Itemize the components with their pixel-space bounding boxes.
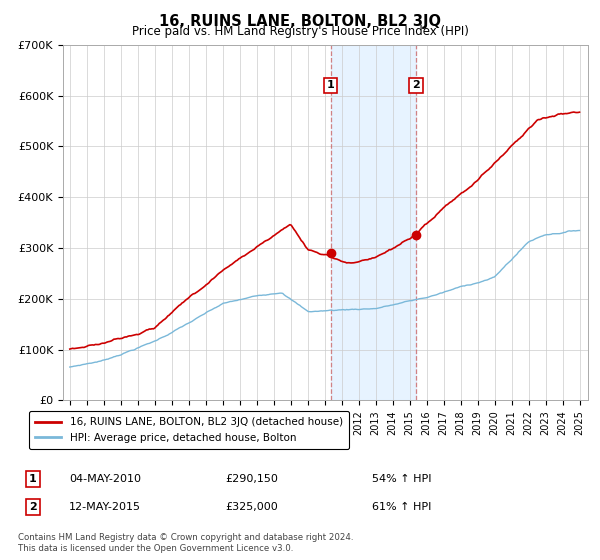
Bar [331, 45, 416, 400]
Text: 54% ↑ HPI: 54% ↑ HPI [372, 474, 432, 484]
Text: 12-MAY-2015: 12-MAY-2015 [69, 502, 141, 512]
Text: 1: 1 [29, 474, 37, 484]
Text: 2: 2 [412, 81, 420, 91]
Text: £290,150: £290,150 [226, 474, 278, 484]
Text: 16, RUINS LANE, BOLTON, BL2 3JQ: 16, RUINS LANE, BOLTON, BL2 3JQ [159, 14, 441, 29]
Text: Price paid vs. HM Land Registry's House Price Index (HPI): Price paid vs. HM Land Registry's House … [131, 25, 469, 38]
Text: 61% ↑ HPI: 61% ↑ HPI [373, 502, 431, 512]
Text: 2: 2 [29, 502, 37, 512]
Text: Contains HM Land Registry data © Crown copyright and database right 2024.
This d: Contains HM Land Registry data © Crown c… [18, 533, 353, 553]
Text: £325,000: £325,000 [226, 502, 278, 512]
Legend: 16, RUINS LANE, BOLTON, BL2 3JQ (detached house), HPI: Average price, detached h: 16, RUINS LANE, BOLTON, BL2 3JQ (detache… [29, 411, 349, 449]
Text: 1: 1 [327, 81, 334, 91]
Text: 04-MAY-2010: 04-MAY-2010 [69, 474, 141, 484]
